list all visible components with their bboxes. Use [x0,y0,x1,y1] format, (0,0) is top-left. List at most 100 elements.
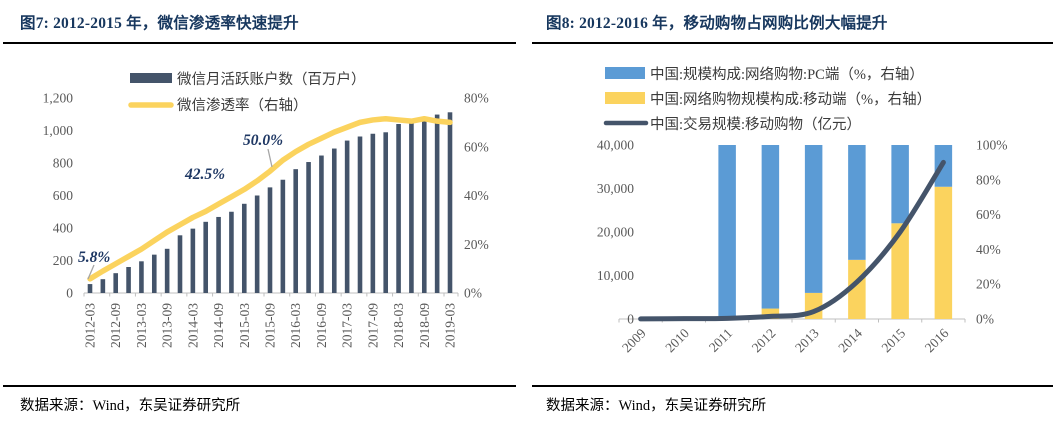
mau-bar [383,132,389,293]
right-axis-tick-label: 80% [464,91,489,106]
x-axis-tick-label: 2009 [619,325,649,355]
legend-label-mobile: 中国:网络购物规模构成:移动端（%，右轴） [650,91,931,108]
left-axis-tick-label: 10,000 [597,268,634,283]
figure8-title: 图8: 2012-2016 年，移动购物占网购比例大幅提升 [546,15,888,32]
right-axis-tick-label: 80% [976,172,1001,187]
wechat-mau-bars [87,112,453,294]
left-axis-tick-label: 600 [53,188,74,203]
mau-bar [113,273,119,293]
left-axis-tick-label: 20,000 [597,225,634,240]
left-axis-tick-label: 0 [66,286,73,301]
mobile-share-bar-segment [934,186,953,319]
x-axis-tick-label: 2015-03 [237,303,252,348]
left-axis-tick-label: 800 [53,156,74,171]
pc-share-bar-segment [761,145,780,309]
x-axis-tick-label: 2016 [922,325,952,355]
annotation-leader-50.0 [267,148,273,168]
annotation-leader-5.8 [87,264,95,280]
x-axis-tick-label: 2010 [662,325,692,355]
mobile-shopping-scale-line [638,159,946,322]
left-axis-tick-label: 200 [53,253,74,268]
right-axis-tick-label: 20% [464,237,489,252]
pc-share-bar-segment [804,145,823,293]
right-axis-tick-label: 60% [464,139,489,154]
figure8-bottom-rule [532,385,1053,387]
figure7-legend: 微信月活跃账户数（百万户） 微信渗透率（右轴） [128,71,366,114]
mau-bar [126,267,131,293]
mau-bar [357,136,363,293]
figure7-annotations: 5.8% 42.5% 50.0% [78,132,283,280]
mau-bar [447,112,453,293]
x-axis-tick-label: 2014-03 [185,303,200,348]
mau-bar [421,117,427,294]
mau-bar [241,203,247,293]
pc-share-bar-segment [891,145,909,224]
mau-bar [319,155,324,293]
mau-bar [216,216,221,293]
figure7-bottom-rule [3,385,516,387]
left-axis-tick-label: 40,000 [597,138,634,153]
mau-bar [190,228,196,293]
mau-bar [100,279,106,293]
figure8-legend: 中国:规模构成:网络购物:PC端（%，右轴） 中国:网络购物规模构成:移动端（%… [603,66,931,133]
left-axis-tick-label: 1,200 [43,91,74,106]
legend-label-scale: 中国:交易规模:移动购物（亿元） [650,115,861,133]
mau-bar [434,114,440,293]
mau-bar [370,133,376,293]
left-axis-tick-label: 0 [627,312,634,327]
x-axis-tick-label: 2013-03 [134,303,149,348]
right-axis-tick-label: 100% [976,138,1008,153]
wechat-penetration-line [87,115,453,282]
mobile-share-bar-segment [761,308,780,319]
x-axis-tick-label: 2016-03 [288,303,303,348]
annotation-50.0: 50.0% [243,132,283,149]
mau-bar [280,179,286,293]
right-axis-tick-label: 40% [464,188,489,203]
x-axis-tick-label: 2015-09 [262,303,277,348]
right-axis-tick-label: 20% [976,277,1001,292]
annotation-5.8: 5.8% [78,249,110,266]
shopping-share-stacked-bars [718,145,953,319]
mobile-share-bar-segment [891,223,909,319]
right-axis-tick-label: 0% [976,312,994,327]
right-axis-tick-label: 0% [464,286,482,301]
legend-swatch-pc-bar [605,67,645,79]
x-axis-tick-label: 2012 [749,326,779,356]
right-axis-tick-label: 60% [976,207,1001,222]
legend-label-pc: 中国:规模构成:网络购物:PC端（%，右轴） [650,66,924,83]
x-axis-tick-label: 2014 [835,325,865,355]
x-axis-tick-label: 2015 [879,325,909,355]
legend-label-penetration: 微信渗透率（右轴） [177,97,308,114]
x-axis-tick-label: 2012-09 [108,303,123,348]
mobile-shopping-scale-path [638,159,946,322]
x-axis-tick-label: 2018-09 [417,303,432,348]
mau-bar [344,140,350,293]
mau-bar [331,148,337,293]
x-axis-tick-label: 2017-09 [365,303,380,348]
mau-bar [203,221,209,293]
mau-bar [139,261,144,293]
x-axis-tick-label: 2013-09 [160,303,175,348]
x-axis-tick-label: 2013 [792,325,822,355]
figure7-title: 图7: 2012-2015 年，微信渗透率快速提升 [20,15,299,32]
legend-label-mau: 微信月活跃账户数（百万户） [177,71,366,88]
figure7-title-rule [3,42,516,44]
figure7-source: 数据来源：Wind，东吴证券研究所 [20,398,241,414]
mau-bar [396,124,401,293]
figure7-chart: 微信月活跃账户数（百万户） 微信渗透率（右轴） 0 200 400 600 800 1,0… [43,71,489,348]
x-axis-tick-label: 2018-03 [391,303,406,348]
pc-share-bar-segment [848,145,866,260]
mau-bar [293,169,299,293]
x-axis-tick-label: 2019-03 [442,303,457,348]
mau-bar [306,162,311,293]
x-axis-tick-label: 2017-03 [340,303,355,348]
legend-swatch-mau-bar [130,73,172,83]
left-axis-tick-label: 30,000 [597,181,634,196]
figure8-title-rule [532,42,1053,44]
pc-share-bar-segment [718,145,736,317]
mau-bar [229,211,234,293]
x-axis-tick-label: 2011 [706,326,735,355]
right-axis-tick-label: 40% [976,242,1001,257]
legend-swatch-mobile-bar [605,92,645,104]
